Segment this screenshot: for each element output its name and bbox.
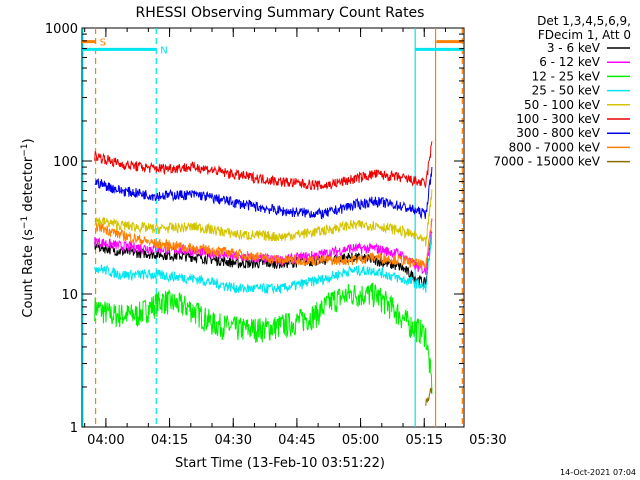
series-layer: [94, 141, 433, 406]
legend-entry-label: 800 - 7000 keV: [509, 140, 601, 154]
legend-entry-label: 7000 - 15000 keV: [493, 155, 600, 169]
footer-timestamp: 14-Oct-2021 07:04: [560, 468, 636, 477]
y-axis-label-sup2: −1: [20, 143, 30, 156]
event-bar-label: N: [160, 45, 167, 56]
series-line: [94, 231, 433, 288]
x-axis: 04:00 04:15 04:30 04:45 05:00 05:15 05:30: [84, 28, 507, 448]
series-line: [425, 387, 433, 406]
plot-border: [81, 27, 465, 428]
legend-entry-label: 3 - 6 keV: [547, 41, 601, 55]
x-tick-label: 04:45: [278, 433, 315, 448]
x-tick-label: 04:30: [215, 433, 252, 448]
x-tick-label: 04:15: [151, 433, 188, 448]
legend-entry-label: 300 - 800 keV: [516, 126, 600, 140]
y-axis-label-end: ): [21, 138, 36, 143]
y-tick-label: 100: [53, 155, 78, 170]
legend-entry-label: 25 - 50 keV: [532, 84, 601, 98]
y-axis-label: Count Rate (s−1 detector−1): [20, 138, 36, 317]
series-line: [94, 218, 433, 270]
series-line: [94, 218, 433, 275]
x-tick-label: 05:30: [469, 433, 506, 448]
legend-header-line1: Det 1,3,4,5,6,9,: [537, 14, 631, 28]
y-tick-label: 10: [61, 288, 78, 303]
series-line: [94, 282, 433, 395]
y-axis: 1 10 100 1000: [45, 22, 464, 436]
chart-title: RHESSI Observing Summary Count Rates: [136, 5, 425, 21]
series-line: [94, 189, 433, 247]
series-line: [94, 141, 433, 191]
legend-entry-label: 6 - 12 keV: [539, 55, 601, 69]
event-bar-label: S: [100, 38, 106, 49]
legend-entry-label: 50 - 100 keV: [524, 98, 601, 112]
y-axis-label-mid: detector: [21, 156, 36, 216]
event-markers: SN: [82, 28, 464, 427]
x-tick-label: 05:15: [406, 433, 443, 448]
x-tick-label: 05:00: [342, 433, 379, 448]
x-tick-label: 04:00: [87, 433, 124, 448]
y-tick-label: 1000: [45, 22, 78, 37]
legend-entry-label: 100 - 300 keV: [516, 112, 600, 126]
series-line: [94, 232, 433, 294]
y-tick-label: 1: [70, 421, 78, 436]
legend-header-line2: FDecim 1, Att 0: [538, 28, 631, 42]
plot-frame: [81, 27, 465, 428]
x-axis-label: Start Time (13-Feb-10 03:51:22): [175, 456, 385, 471]
legend: Det 1,3,4,5,6,9, FDecim 1, Att 0 3 - 6 k…: [493, 14, 631, 169]
y-axis-label-sup1: −1: [20, 216, 30, 229]
y-axis-label-main: Count Rate (s: [21, 229, 36, 318]
legend-entry-label: 12 - 25 keV: [532, 69, 601, 83]
series-line: [94, 166, 433, 220]
